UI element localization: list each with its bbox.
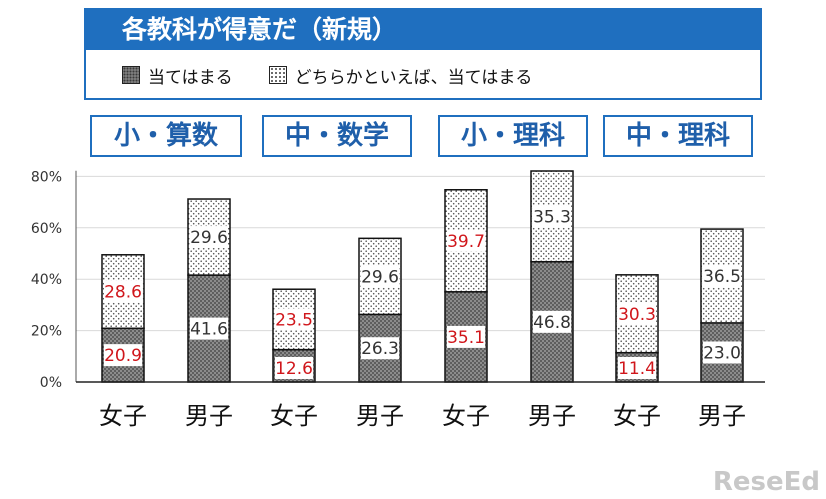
value-label-bg xyxy=(275,357,313,379)
watermark-logo: ReseEd xyxy=(712,467,820,497)
x-category-label: 男子 xyxy=(185,402,233,430)
x-category-label: 男子 xyxy=(698,402,746,430)
header-box: 各教科が得意だ（新規） 当てはまる どちらかといえば、当てはまる xyxy=(84,8,762,100)
subject-junior-science: 中・理科 xyxy=(603,115,753,157)
value-label-bg xyxy=(618,357,656,379)
y-tick-label: 40% xyxy=(31,272,62,288)
value-label-bg xyxy=(618,302,656,325)
value-label-bg xyxy=(447,325,485,348)
value-label-bg xyxy=(361,265,399,288)
value-label-atehamaru: 11.4 xyxy=(618,359,656,379)
x-category-label: 男子 xyxy=(356,402,404,430)
value-label-dochiraka: 36.5 xyxy=(703,267,741,287)
x-category-label: 女子 xyxy=(99,402,147,430)
subject-elementary-math: 小・算数 xyxy=(90,115,242,157)
value-label-bg xyxy=(104,344,142,367)
subject-junior-math: 中・数学 xyxy=(262,115,412,157)
value-label-dochiraka: 23.5 xyxy=(275,310,313,330)
legend-swatch-light xyxy=(268,66,287,84)
y-tick-label: 20% xyxy=(31,324,62,340)
legend-label: 当てはまる xyxy=(148,67,233,88)
value-label-bg xyxy=(447,229,485,252)
value-label-dochiraka: 30.3 xyxy=(618,305,656,325)
value-label-dochiraka: 28.6 xyxy=(104,283,142,303)
value-label-atehamaru: 23.0 xyxy=(703,343,741,363)
value-label-atehamaru: 41.6 xyxy=(190,320,228,340)
value-label-bg xyxy=(703,341,741,364)
value-label-bg xyxy=(533,310,571,333)
x-category-label: 男子 xyxy=(528,402,576,430)
subject-elementary-science: 小・理科 xyxy=(438,115,588,157)
value-label-bg xyxy=(190,317,228,340)
x-category-label: 女子 xyxy=(270,402,318,430)
value-label-dochiraka: 39.7 xyxy=(447,232,485,252)
legend: 当てはまる どちらかといえば、当てはまる xyxy=(122,62,568,88)
legend-swatch-dark xyxy=(122,66,140,84)
x-category-label: 女子 xyxy=(442,402,490,430)
y-tick-label: 60% xyxy=(31,221,62,237)
value-label-dochiraka: 29.6 xyxy=(361,267,399,287)
chart-title: 各教科が得意だ（新規） xyxy=(86,10,760,50)
value-label-atehamaru: 35.1 xyxy=(447,328,485,348)
legend-item-dochiraka: どちらかといえば、当てはまる xyxy=(268,63,533,88)
value-label-atehamaru: 26.3 xyxy=(361,339,399,359)
value-label-bg xyxy=(104,280,142,303)
value-label-bg xyxy=(190,226,228,249)
value-label-atehamaru: 12.6 xyxy=(275,359,313,379)
value-label-bg xyxy=(533,205,571,228)
value-label-bg xyxy=(703,264,741,287)
value-label-atehamaru: 46.8 xyxy=(533,313,571,333)
legend-label: どちらかといえば、当てはまる xyxy=(294,67,533,88)
x-category-label: 女子 xyxy=(613,402,661,430)
value-label-bg xyxy=(361,337,399,360)
value-label-atehamaru: 20.9 xyxy=(104,346,142,366)
legend-item-atehamaru: 当てはまる xyxy=(122,63,233,88)
value-label-dochiraka: 35.3 xyxy=(533,207,571,227)
y-tick-label: 80% xyxy=(31,169,62,185)
value-label-dochiraka: 29.6 xyxy=(190,228,228,248)
value-label-bg xyxy=(275,308,313,331)
y-tick-label: 0% xyxy=(40,375,62,391)
